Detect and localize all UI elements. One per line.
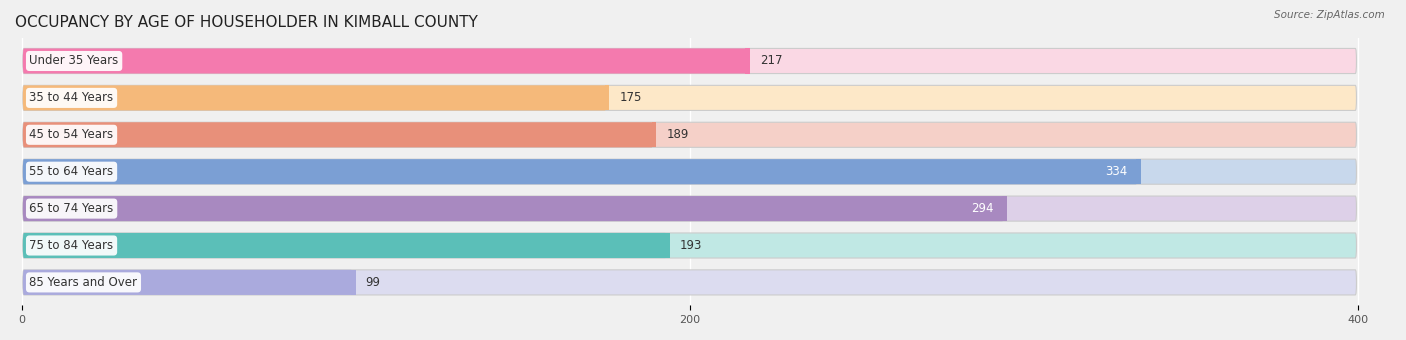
Text: 193: 193 <box>679 239 702 252</box>
FancyBboxPatch shape <box>22 48 1357 73</box>
Text: 45 to 54 Years: 45 to 54 Years <box>30 128 114 141</box>
FancyBboxPatch shape <box>22 85 1357 110</box>
FancyBboxPatch shape <box>22 159 1137 184</box>
Bar <box>1002 196 1007 221</box>
FancyBboxPatch shape <box>22 233 666 258</box>
Text: 189: 189 <box>666 128 689 141</box>
Text: 217: 217 <box>759 54 782 68</box>
Bar <box>652 122 657 147</box>
Text: OCCUPANCY BY AGE OF HOUSEHOLDER IN KIMBALL COUNTY: OCCUPANCY BY AGE OF HOUSEHOLDER IN KIMBA… <box>15 15 478 30</box>
Bar <box>1136 159 1140 184</box>
Text: 334: 334 <box>1105 165 1128 178</box>
Text: 65 to 74 Years: 65 to 74 Years <box>30 202 114 215</box>
FancyBboxPatch shape <box>22 196 1357 221</box>
Bar <box>352 270 356 295</box>
Text: 99: 99 <box>366 276 381 289</box>
Bar <box>665 233 669 258</box>
Text: Under 35 Years: Under 35 Years <box>30 54 118 68</box>
Text: 75 to 84 Years: 75 to 84 Years <box>30 239 114 252</box>
Text: 35 to 44 Years: 35 to 44 Years <box>30 91 114 104</box>
Text: Source: ZipAtlas.com: Source: ZipAtlas.com <box>1274 10 1385 20</box>
FancyBboxPatch shape <box>22 159 1357 184</box>
FancyBboxPatch shape <box>22 270 353 295</box>
FancyBboxPatch shape <box>22 270 1357 295</box>
FancyBboxPatch shape <box>22 122 1357 147</box>
Text: 55 to 64 Years: 55 to 64 Years <box>30 165 114 178</box>
FancyBboxPatch shape <box>22 233 1357 258</box>
Text: 294: 294 <box>972 202 994 215</box>
Text: 85 Years and Over: 85 Years and Over <box>30 276 138 289</box>
FancyBboxPatch shape <box>22 122 652 147</box>
FancyBboxPatch shape <box>22 196 1004 221</box>
Bar <box>605 85 609 110</box>
Bar <box>745 48 749 73</box>
FancyBboxPatch shape <box>22 48 747 73</box>
Text: 175: 175 <box>620 91 643 104</box>
FancyBboxPatch shape <box>22 85 606 110</box>
